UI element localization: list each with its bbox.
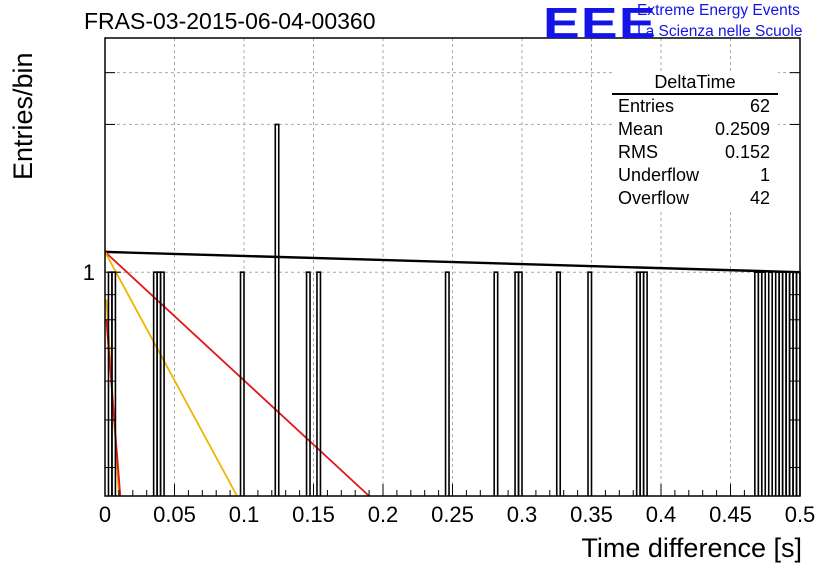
x-tick-label: 0.2 xyxy=(368,502,399,527)
x-tick-label: 0.5 xyxy=(785,502,816,527)
histogram-bar xyxy=(159,271,165,496)
histogram-bar xyxy=(517,271,523,496)
y-tick-label: 1 xyxy=(83,260,95,285)
axis-ticks xyxy=(104,72,801,496)
tick-labels: 0 0.05 0.1 0.15 0.2 0.25 0.3 0.35 0.4 0.45 0.5 1 xyxy=(83,260,816,527)
x-axis-label: Time difference [s] xyxy=(581,533,802,563)
eee-logo: EEE xyxy=(543,0,657,48)
stats-row-underflow: Underflow 1 xyxy=(612,164,778,187)
org-name-line2: La Scienza nelle Scuole xyxy=(637,23,803,40)
x-tick-label: 0.15 xyxy=(292,502,335,527)
stats-label: Entries xyxy=(618,96,675,116)
x-tick-label: 0.3 xyxy=(507,502,538,527)
histogram-bar xyxy=(767,271,773,496)
org-name-line1: Extreme Energy Events xyxy=(637,2,800,19)
histogram-bar xyxy=(555,271,562,496)
stats-value: 1 xyxy=(759,165,770,185)
x-tick-label: 0 xyxy=(99,502,111,527)
x-tick-label: 0.4 xyxy=(646,502,677,527)
x-tick-label: 0.35 xyxy=(570,502,613,527)
stats-label: Overflow xyxy=(618,188,690,208)
x-tick-label: 0.1 xyxy=(229,502,260,527)
y-axis-label: Entries/bin xyxy=(8,52,38,180)
stats-title: DeltaTime xyxy=(612,72,778,95)
histogram-bar xyxy=(642,271,648,496)
stats-row-entries: Entries 62 xyxy=(612,95,778,118)
histogram-bar xyxy=(587,271,593,496)
stats-row-mean: Mean 0.2509 xyxy=(612,118,778,141)
stats-value: 42 xyxy=(749,188,770,208)
fit-lines xyxy=(104,250,801,497)
histogram-bar xyxy=(316,271,322,496)
x-tick-label: 0.05 xyxy=(153,502,196,527)
stats-box: DeltaTime Entries 62 Mean 0.2509 RMS 0.1… xyxy=(612,72,778,210)
x-tick-label: 0.45 xyxy=(709,502,752,527)
stats-label: Mean xyxy=(618,119,664,139)
stats-label: RMS xyxy=(618,142,658,162)
stats-row-overflow: Overflow 42 xyxy=(612,187,778,210)
histogram-bar xyxy=(274,123,280,496)
fit-line-black xyxy=(104,250,801,274)
histogram-bar xyxy=(760,271,767,496)
fit-line-orange xyxy=(104,251,238,497)
stats-value: 0.152 xyxy=(724,142,770,162)
stats-row-rms: RMS 0.152 xyxy=(612,141,778,164)
stats-label: Underflow xyxy=(618,165,700,185)
histogram-bar xyxy=(305,271,311,496)
stats-value: 0.2509 xyxy=(714,119,770,139)
x-tick-label: 0.25 xyxy=(431,502,474,527)
histogram-bar xyxy=(239,271,245,496)
chart-title: FRAS-03-2015-06-04-00360 xyxy=(84,8,376,34)
histogram-bar xyxy=(111,271,117,496)
stats-value: 62 xyxy=(749,96,770,116)
histogram-bar xyxy=(444,271,450,496)
fit-line-red xyxy=(104,251,370,497)
histogram-bar xyxy=(493,271,499,496)
